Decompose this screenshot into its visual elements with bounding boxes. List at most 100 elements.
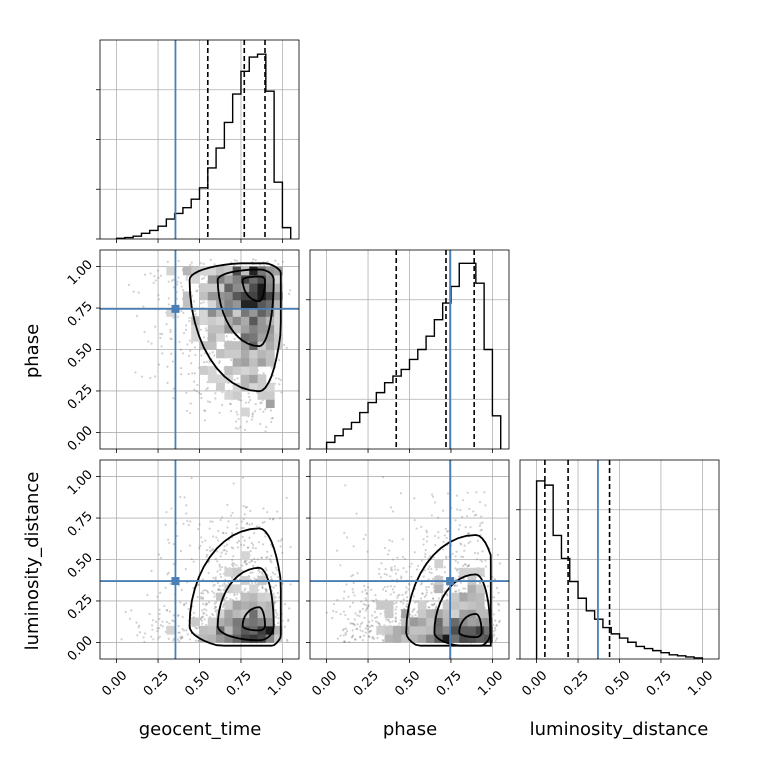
sample-point (185, 504, 188, 507)
sample-point (356, 614, 359, 617)
sample-point (212, 576, 215, 580)
sample-point (380, 562, 383, 565)
sample-point (262, 372, 265, 375)
density-cell (257, 274, 267, 284)
sample-point (288, 607, 291, 610)
density-cell (434, 559, 444, 569)
sample-point (193, 346, 196, 349)
sample-point (204, 588, 207, 592)
density-cell (459, 600, 469, 610)
sample-point (245, 562, 248, 566)
sample-point (344, 627, 348, 630)
sample-point (387, 619, 390, 622)
sample-point (280, 537, 284, 541)
sample-point (243, 559, 247, 563)
sample-point (394, 572, 398, 575)
density-cell (240, 357, 250, 367)
density-cell (224, 324, 234, 334)
sample-point (214, 577, 217, 581)
sample-point (198, 523, 201, 526)
sample-point (351, 629, 354, 632)
sample-point (157, 293, 160, 297)
sample-point (271, 571, 275, 574)
density-cell (467, 584, 477, 594)
y-tick-label: 0.75 (65, 509, 96, 540)
sample-point (355, 627, 358, 631)
sample-point (368, 635, 371, 639)
sample-point (176, 638, 180, 641)
sample-point (221, 403, 224, 407)
sample-point (376, 621, 379, 624)
sample-point (417, 564, 420, 567)
sample-point (190, 476, 193, 480)
sample-point (208, 352, 211, 355)
density-cell (442, 617, 452, 627)
y-tick-label: 0.50 (65, 550, 96, 581)
sample-point (428, 565, 431, 568)
density-cell (467, 625, 477, 635)
sample-point (249, 571, 252, 575)
sample-point (454, 559, 457, 562)
sample-point (154, 375, 157, 378)
density-cell (265, 283, 275, 292)
sample-point (213, 263, 216, 266)
sample-point (188, 316, 191, 320)
sample-point (180, 373, 183, 376)
density-cell (240, 374, 250, 384)
sample-point (135, 314, 139, 318)
sample-point (200, 396, 203, 400)
sample-point (186, 519, 189, 522)
density-cell (401, 617, 410, 627)
sample-point (424, 555, 427, 558)
sample-point (205, 623, 208, 627)
density-cell (240, 283, 250, 292)
sample-point (491, 575, 494, 579)
sample-point (196, 634, 200, 637)
sample-point (172, 637, 176, 640)
sample-point (289, 583, 292, 586)
sample-point (172, 639, 175, 642)
density-cell (232, 349, 242, 359)
joint-phase-luminosity_distance (310, 460, 509, 659)
density-cell (484, 609, 493, 619)
sample-point (466, 491, 469, 494)
sample-point (445, 598, 449, 602)
sample-point (257, 568, 261, 571)
sample-point (378, 572, 381, 576)
sample-point (200, 616, 203, 619)
sample-point (223, 582, 226, 585)
sample-point (368, 625, 371, 628)
sample-point (165, 609, 169, 612)
sample-point (325, 611, 328, 614)
sample-point (277, 377, 280, 380)
sample-point (181, 289, 185, 292)
sample-point (221, 584, 224, 587)
x-tick-label: 0.50 (602, 668, 633, 699)
sample-point (405, 586, 408, 589)
sample-point (259, 422, 262, 426)
density-cell (257, 316, 267, 326)
sample-point (264, 589, 268, 592)
density-cell (232, 324, 242, 334)
sample-point (168, 541, 171, 544)
sample-point (245, 420, 248, 423)
sample-point (249, 398, 252, 402)
sample-point (172, 286, 175, 289)
density-cell (207, 617, 217, 627)
density-cell (265, 266, 275, 276)
sample-point (424, 548, 427, 552)
sample-point (166, 365, 169, 368)
sample-point (412, 608, 415, 612)
sample-point (352, 581, 355, 585)
sample-point (350, 575, 353, 578)
density-cell (216, 592, 225, 602)
sample-point (361, 621, 364, 624)
density-cell (384, 600, 394, 610)
sample-point (231, 563, 234, 566)
sample-point (179, 601, 182, 604)
sample-point (241, 564, 244, 567)
sample-point (467, 563, 470, 567)
sample-point (493, 633, 496, 636)
sample-point (459, 508, 462, 512)
sample-point (165, 511, 168, 514)
